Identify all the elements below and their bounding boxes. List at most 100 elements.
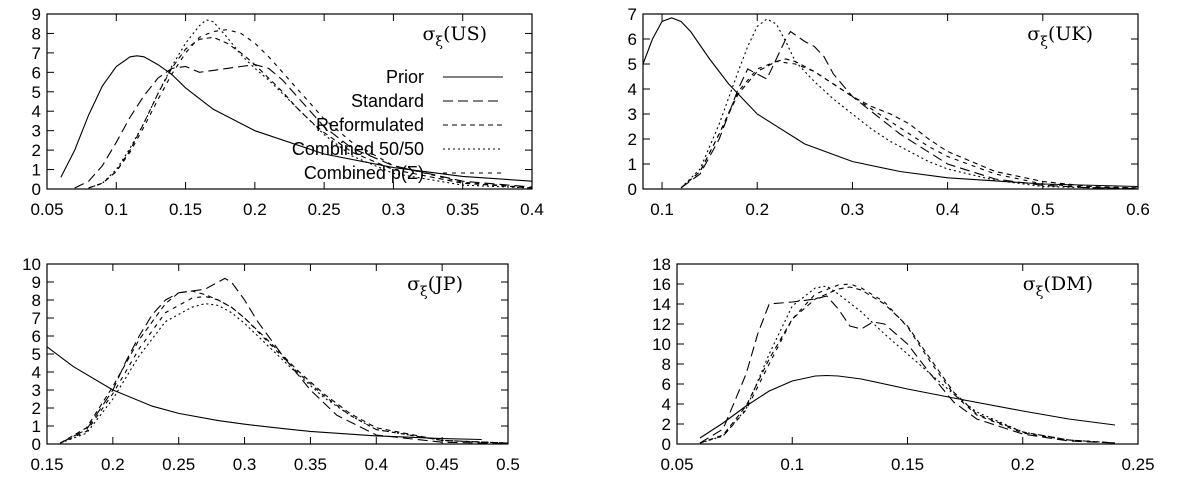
series-line-combined-50-50 xyxy=(60,303,509,444)
x-tick-label: 0.05 xyxy=(660,455,693,474)
y-tick-label: 6 xyxy=(628,30,637,49)
y-tick-label: 9 xyxy=(32,273,41,292)
plot-frame xyxy=(642,13,1139,190)
y-tick-label: 0 xyxy=(32,435,41,454)
y-tick-label: 6 xyxy=(662,375,671,394)
series-line-standard xyxy=(680,30,1139,190)
y-tick-label: 12 xyxy=(652,315,671,334)
x-tick-label: 0.4 xyxy=(364,455,388,474)
y-tick-label: 4 xyxy=(32,363,41,382)
legend-label: Combined 50/50 xyxy=(292,139,424,159)
x-tick-label: 0.5 xyxy=(1031,200,1055,219)
series-line-standard xyxy=(74,64,533,189)
series-line-standard xyxy=(699,295,1116,444)
panel-title: σξ(UK) xyxy=(1027,23,1093,50)
y-tick-label: 7 xyxy=(32,44,41,63)
y-tick-label: 14 xyxy=(652,295,671,314)
x-tick-label: 0.2 xyxy=(1011,455,1035,474)
x-tick-label: 0.2 xyxy=(745,200,769,219)
legend: Prior Standard Reformulated Combined 50/50 C… xyxy=(292,67,503,183)
x-tick-label: 0.3 xyxy=(382,200,406,219)
x-tick-label: 0.5 xyxy=(496,455,520,474)
panel-title: σξ(DM) xyxy=(1023,273,1093,300)
y-tick-label: 18 xyxy=(652,255,671,274)
y-tick-label: 2 xyxy=(32,399,41,418)
y-tick-label: 2 xyxy=(628,130,637,149)
x-tick-label: 0.1 xyxy=(104,200,128,219)
x-tick-label: 0.15 xyxy=(891,455,924,474)
y-tick-label: 1 xyxy=(628,155,637,174)
legend-label: Combined p(Σ) xyxy=(304,163,424,183)
x-tick-label: 0.25 xyxy=(162,455,195,474)
y-tick-label: 1 xyxy=(32,161,41,180)
series-line-standard xyxy=(59,277,509,445)
y-tick-label: 3 xyxy=(628,105,637,124)
y-tick-label: 4 xyxy=(32,102,41,121)
plot-frame xyxy=(46,13,533,190)
y-tick-label: 3 xyxy=(32,122,41,141)
x-tick-label: 0.25 xyxy=(1121,455,1154,474)
y-tick-label: 16 xyxy=(652,275,671,294)
x-tick-label: 0.3 xyxy=(233,455,257,474)
series-line-reformulated xyxy=(59,290,509,444)
x-tick-label: 0.25 xyxy=(308,200,341,219)
y-tick-label: 7 xyxy=(32,309,41,328)
series-line-prior xyxy=(46,346,482,441)
legend-label: Prior xyxy=(386,67,424,87)
x-tick-label: 0.1 xyxy=(780,455,804,474)
series-line-combined-p xyxy=(699,283,1116,444)
series-line-reformulated xyxy=(88,36,533,189)
x-tick-label: 0.35 xyxy=(446,200,479,219)
y-tick-label: 10 xyxy=(652,335,671,354)
y-tick-label: 3 xyxy=(32,381,41,400)
y-tick-label: 1 xyxy=(32,417,41,436)
y-tick-label: 0 xyxy=(662,435,671,454)
y-tick-label: 8 xyxy=(32,24,41,43)
x-tick-label: 0.2 xyxy=(243,200,267,219)
y-tick-label: 0 xyxy=(628,180,637,199)
y-tick-label: 4 xyxy=(628,80,637,99)
series-line-prior xyxy=(642,17,1139,188)
x-tick-label: 0.3 xyxy=(841,200,865,219)
series-line-combined-p xyxy=(88,29,533,189)
series-line-reformulated xyxy=(699,286,1116,444)
y-tick-label: 0 xyxy=(32,180,41,199)
y-tick-label: 2 xyxy=(32,141,41,160)
y-tick-label: 7 xyxy=(628,5,637,24)
series-line-reformulated xyxy=(680,58,1139,189)
panel-title: σξ(JP) xyxy=(407,273,463,300)
series-line-prior xyxy=(60,55,533,182)
y-tick-label: 9 xyxy=(32,5,41,24)
series-line-prior xyxy=(699,374,1116,439)
x-tick-label: 0.05 xyxy=(30,200,63,219)
x-tick-label: 0.45 xyxy=(426,455,459,474)
series-line-combined-50-50 xyxy=(680,18,1139,190)
y-tick-label: 5 xyxy=(32,345,41,364)
y-tick-label: 6 xyxy=(32,327,41,346)
x-tick-label: 0.4 xyxy=(936,200,960,219)
series-line-combined-50-50 xyxy=(699,285,1116,444)
y-tick-label: 5 xyxy=(628,55,637,74)
series-line-combined-p xyxy=(59,295,509,444)
y-tick-label: 5 xyxy=(32,83,41,102)
y-tick-label: 4 xyxy=(662,395,671,414)
y-tick-label: 8 xyxy=(32,291,41,310)
y-tick-label: 10 xyxy=(22,255,41,274)
y-tick-label: 8 xyxy=(662,355,671,374)
x-tick-label: 0.6 xyxy=(1126,200,1150,219)
x-tick-label: 0.2 xyxy=(101,455,125,474)
y-tick-label: 6 xyxy=(32,63,41,82)
x-tick-label: 0.4 xyxy=(520,200,544,219)
panel-title: σξ(US) xyxy=(422,23,487,50)
x-tick-label: 0.1 xyxy=(650,200,674,219)
x-tick-label: 0.35 xyxy=(294,455,327,474)
legend-label: Standard xyxy=(351,91,424,111)
legend-label: Reformulated xyxy=(316,115,424,135)
chart-panel-2: 0 1 2 3 4 5 6 7 0.1 0.2 0.3 0.4 0.5 0.6 σξ(UK) xyxy=(628,5,1150,219)
x-tick-label: 0.15 xyxy=(30,455,63,474)
x-tick-label: 0.15 xyxy=(169,200,202,219)
